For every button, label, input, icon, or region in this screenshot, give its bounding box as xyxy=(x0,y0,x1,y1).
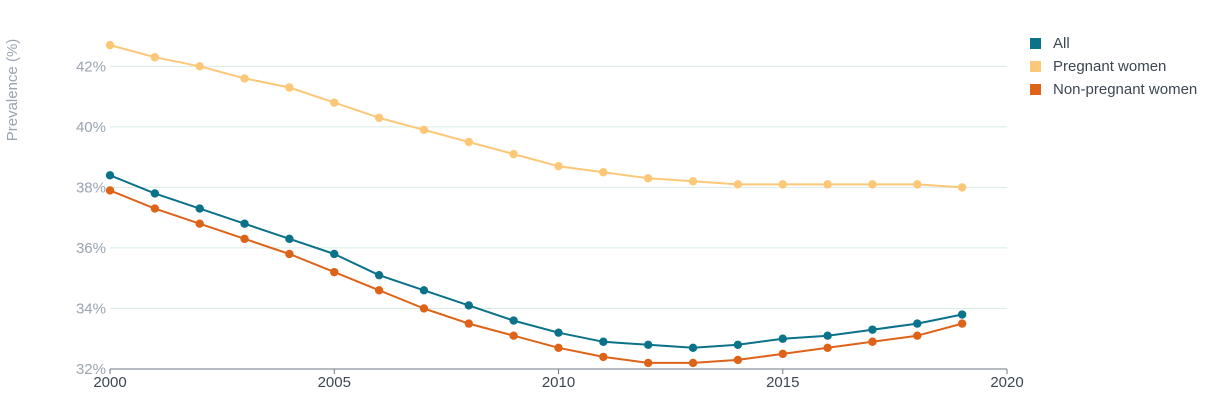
data-point-pregnant-women xyxy=(464,137,473,147)
series-line-all xyxy=(109,174,964,349)
y-tick-label: 38% xyxy=(76,179,106,196)
data-point-non-pregnant-women xyxy=(419,304,429,313)
data-point-pregnant-women xyxy=(330,98,339,107)
data-point-pregnant-women xyxy=(195,62,204,71)
data-point-non-pregnant-women xyxy=(688,358,698,368)
data-point-non-pregnant-women xyxy=(868,337,877,346)
data-point-pregnant-women xyxy=(644,174,653,183)
x-tick-label: 2015 xyxy=(766,374,799,391)
data-point-all xyxy=(823,331,832,340)
data-point-non-pregnant-women xyxy=(105,186,115,195)
data-point-non-pregnant-women xyxy=(509,331,518,340)
data-point-pregnant-women xyxy=(285,83,294,92)
x-tick-label: 2000 xyxy=(93,374,126,391)
data-point-all xyxy=(464,301,473,310)
legend-label-pregnant-women: Pregnant women xyxy=(1053,58,1167,75)
x-tick-label: 2010 xyxy=(542,374,575,391)
data-point-non-pregnant-women xyxy=(554,343,563,353)
data-point-non-pregnant-women xyxy=(957,319,967,328)
data-point-all xyxy=(733,340,743,349)
data-point-pregnant-women xyxy=(150,53,160,62)
data-point-all xyxy=(913,319,922,328)
data-point-pregnant-women xyxy=(778,180,787,189)
data-point-all xyxy=(419,286,429,295)
x-tick-label: 2005 xyxy=(318,374,351,391)
data-point-non-pregnant-women xyxy=(150,204,160,213)
legend-swatch-all xyxy=(1030,38,1041,49)
data-point-non-pregnant-women xyxy=(464,319,473,328)
data-point-pregnant-women xyxy=(374,113,384,122)
data-point-all xyxy=(599,337,608,346)
series-lines xyxy=(105,40,967,368)
data-point-non-pregnant-women xyxy=(374,286,384,295)
legend-swatch-non-pregnant-women xyxy=(1030,84,1041,95)
data-point-all xyxy=(554,328,563,337)
legend-item-all[interactable]: All xyxy=(1030,32,1197,55)
data-point-pregnant-women xyxy=(868,180,877,189)
y-tick-label: 34% xyxy=(76,300,106,317)
data-point-all xyxy=(330,249,339,259)
data-point-pregnant-women xyxy=(688,177,698,186)
legend: All Pregnant women Non-pregnant women xyxy=(1030,32,1197,101)
data-point-non-pregnant-women xyxy=(195,219,204,228)
data-point-pregnant-women xyxy=(509,149,518,159)
legend-item-non-pregnant-women[interactable]: Non-pregnant women xyxy=(1030,78,1197,101)
y-tick-label: 32% xyxy=(76,361,106,378)
data-point-all xyxy=(285,234,294,244)
y-tick-label: 36% xyxy=(76,240,106,257)
data-point-non-pregnant-women xyxy=(733,355,743,365)
data-point-pregnant-women xyxy=(554,162,563,171)
y-tick-label: 40% xyxy=(76,119,106,136)
data-point-non-pregnant-women xyxy=(285,249,294,259)
data-point-all xyxy=(150,189,160,198)
data-point-all xyxy=(868,325,877,334)
data-point-pregnant-women xyxy=(823,180,832,189)
data-point-pregnant-women xyxy=(913,180,922,189)
x-tick-label: 2020 xyxy=(990,374,1023,391)
data-point-pregnant-women xyxy=(733,180,743,189)
data-point-non-pregnant-women xyxy=(240,234,249,244)
data-point-pregnant-women xyxy=(240,74,249,83)
data-point-non-pregnant-women xyxy=(778,349,787,359)
series-non-pregnant-women xyxy=(105,186,967,368)
series-line-pregnant-women xyxy=(109,44,964,189)
data-point-all xyxy=(509,316,518,325)
legend-item-pregnant-women[interactable]: Pregnant women xyxy=(1030,55,1197,78)
data-point-all xyxy=(644,340,653,349)
data-point-non-pregnant-women xyxy=(913,331,922,340)
series-all xyxy=(105,171,967,353)
y-tick-label: 42% xyxy=(76,58,106,75)
data-point-all xyxy=(957,310,967,319)
data-point-non-pregnant-women xyxy=(330,267,339,277)
grid-lines xyxy=(110,65,1007,309)
series-pregnant-women xyxy=(105,40,967,192)
data-point-non-pregnant-women xyxy=(644,358,653,368)
data-point-pregnant-women xyxy=(599,168,608,177)
data-point-all xyxy=(195,204,204,213)
data-point-all xyxy=(105,171,115,180)
data-point-non-pregnant-women xyxy=(823,343,832,353)
data-point-all xyxy=(240,219,249,228)
legend-swatch-pregnant-women xyxy=(1030,61,1041,72)
data-point-all xyxy=(778,334,787,343)
series-line-non-pregnant-women xyxy=(109,189,964,364)
data-point-pregnant-women xyxy=(105,40,115,50)
data-point-pregnant-women xyxy=(957,183,967,192)
y-axis-title: Prevalence (%) xyxy=(4,39,21,142)
data-point-all xyxy=(374,270,384,280)
legend-label-non-pregnant-women: Non-pregnant women xyxy=(1053,81,1198,98)
legend-label-all: All xyxy=(1053,35,1070,52)
data-point-pregnant-women xyxy=(419,125,429,135)
data-point-non-pregnant-women xyxy=(599,352,608,362)
data-point-all xyxy=(688,343,698,353)
axes: 32% 34% 36% 38% 40% 42% 2000 2005 2010 2015 2020 xyxy=(76,58,1024,391)
